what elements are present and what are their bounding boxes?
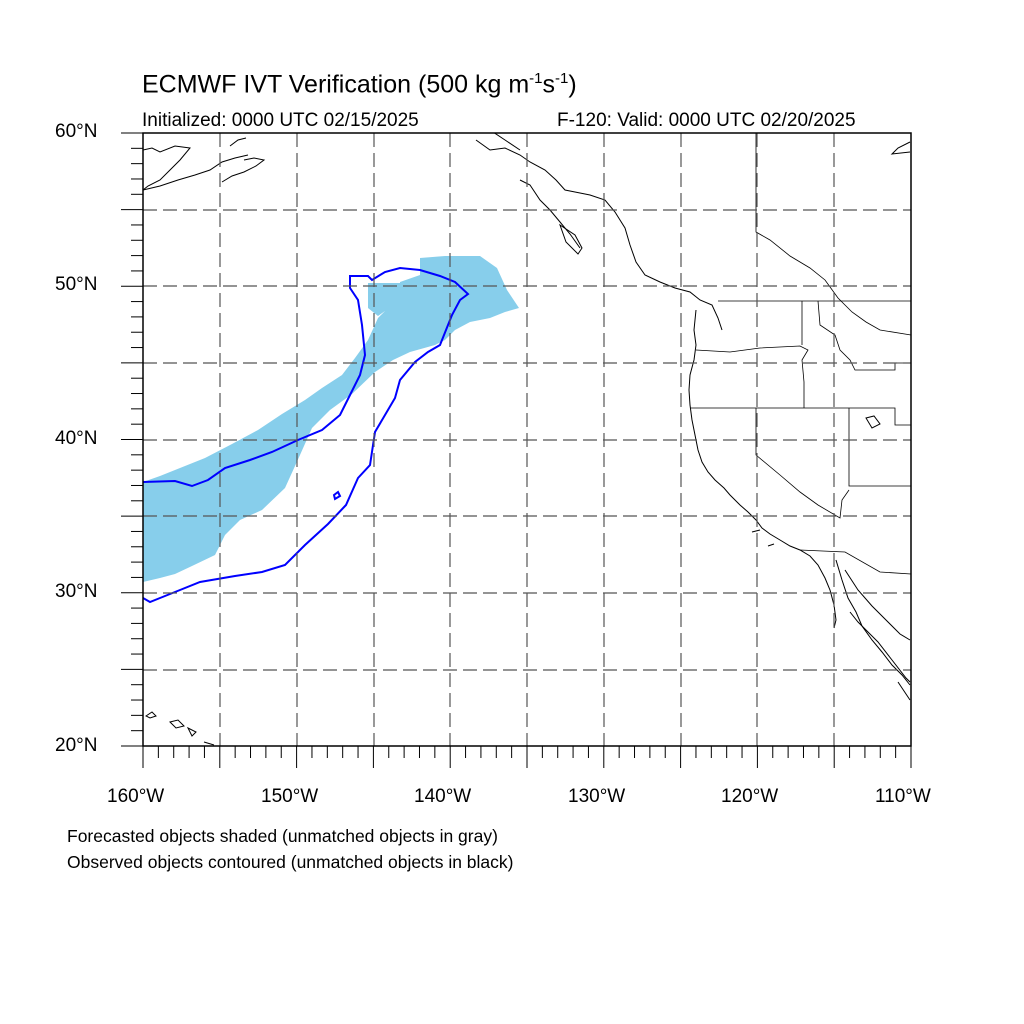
graticule bbox=[143, 133, 911, 746]
political-borders bbox=[690, 133, 911, 575]
coastlines bbox=[143, 133, 911, 746]
observed-object-contour bbox=[143, 266, 470, 604]
lat-label-30n: 30°N bbox=[55, 581, 98, 602]
valid-time: F-120: Valid: 0000 UTC 02/20/2025 bbox=[557, 110, 856, 131]
lat-label-60n: 60°N bbox=[55, 121, 98, 142]
forecast-object-shading bbox=[143, 256, 519, 582]
lon-label-120w: 120°W bbox=[721, 786, 779, 807]
lon-label-160w: 160°W bbox=[107, 786, 165, 807]
initialized-time: Initialized: 0000 UTC 02/15/2025 bbox=[142, 110, 419, 131]
lon-label-130w: 130°W bbox=[568, 786, 626, 807]
map-title: ECMWF IVT Verification (500 kg m-1s-1) bbox=[142, 70, 577, 99]
lat-label-40n: 40°N bbox=[55, 428, 98, 449]
lat-label-20n: 20°N bbox=[55, 735, 98, 756]
footnote-forecast: Forecasted objects shaded (unmatched obj… bbox=[67, 826, 498, 846]
footnote-observed: Observed objects contoured (unmatched ob… bbox=[67, 852, 514, 872]
lon-label-140w: 140°W bbox=[414, 786, 472, 807]
observed-small-contour bbox=[332, 490, 342, 501]
axis-ticks bbox=[121, 132, 912, 768]
lon-label-110w: 110°W bbox=[875, 786, 931, 807]
lon-label-150w: 150°W bbox=[261, 786, 319, 807]
lat-label-50n: 50°N bbox=[55, 274, 98, 295]
